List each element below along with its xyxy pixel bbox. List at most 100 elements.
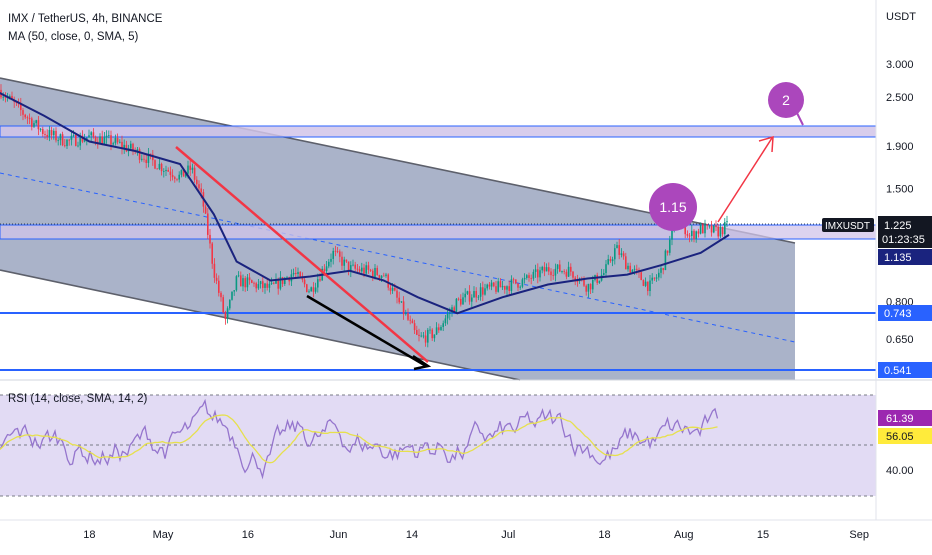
- candle: [526, 274, 528, 280]
- candle: [462, 292, 464, 305]
- candle: [715, 220, 717, 231]
- candle: [352, 259, 354, 267]
- candle: [99, 133, 101, 145]
- candle: [693, 229, 695, 243]
- candle: [213, 258, 216, 283]
- candle: [314, 282, 317, 294]
- channel-lower-line[interactable]: [0, 269, 521, 381]
- rsi-line[interactable]: [0, 398, 719, 480]
- resistance-zone[interactable]: [0, 125, 877, 138]
- candle: [589, 283, 592, 294]
- candle: [609, 256, 612, 263]
- candle: [653, 277, 656, 281]
- rsi-ma-line[interactable]: [0, 414, 718, 464]
- candle: [328, 258, 330, 269]
- candle: [196, 176, 198, 189]
- price-tick-label: 0.650: [886, 334, 914, 346]
- candle: [446, 308, 449, 325]
- candle: [369, 268, 372, 273]
- candle: [125, 140, 128, 153]
- candle: [53, 128, 55, 140]
- candle: [708, 224, 711, 229]
- candle: [262, 276, 264, 293]
- candle: [255, 281, 257, 293]
- candle: [55, 127, 57, 143]
- candle: [123, 139, 125, 154]
- candle: [103, 132, 106, 145]
- target-circle[interactable]: [768, 82, 804, 118]
- symbol-tag[interactable]: [822, 218, 874, 232]
- candle: [420, 332, 422, 338]
- price-tag-label: 0.541: [884, 365, 912, 377]
- candle: [299, 270, 301, 277]
- rsi-tags: 61.39 56.05: [878, 410, 932, 444]
- candle: [35, 119, 37, 126]
- rsi-tag[interactable]: [878, 410, 932, 426]
- candle: [495, 281, 497, 294]
- candle: [207, 208, 209, 240]
- candle: [165, 165, 167, 176]
- candle: [642, 279, 645, 287]
- time-tick-label: 18: [83, 529, 95, 541]
- candle: [222, 294, 224, 314]
- candle: [464, 288, 466, 303]
- candle: [440, 325, 442, 331]
- candle: [427, 327, 429, 348]
- candle: [332, 247, 334, 265]
- time-tick-label: Jul: [501, 529, 515, 541]
- candle: [385, 272, 387, 278]
- candle: [189, 160, 191, 177]
- candle: [702, 223, 704, 234]
- candle: [154, 159, 156, 170]
- candle: [376, 265, 378, 276]
- candle: [541, 265, 543, 274]
- candle: [226, 306, 229, 324]
- current-zone[interactable]: [0, 224, 877, 240]
- rsi-legend[interactable]: RSI (14, close, SMA, 14, 2): [8, 393, 148, 405]
- candle: [215, 273, 218, 285]
- time-tick-labels: 18 May 16 Jun 14 Jul 18 Aug 15 Sep: [83, 529, 869, 541]
- candle: [457, 297, 460, 301]
- candle: [488, 281, 491, 290]
- ma-line[interactable]: [0, 90, 730, 315]
- candle: [152, 149, 154, 166]
- time-tick-label: 15: [757, 529, 769, 541]
- rsi-tag-label: 61.39: [886, 413, 914, 425]
- candle: [493, 281, 495, 288]
- candle: [92, 128, 95, 139]
- price-tag-label: 0.743: [884, 308, 912, 320]
- rsi-tag[interactable]: [878, 428, 932, 444]
- candle: [471, 294, 473, 307]
- candle: [68, 138, 70, 146]
- candle: [565, 269, 568, 280]
- price-tag[interactable]: [878, 249, 932, 265]
- candle: [31, 116, 33, 131]
- candle: [697, 228, 700, 238]
- candle: [176, 178, 178, 182]
- price-tag[interactable]: [878, 362, 932, 378]
- candle: [649, 275, 651, 297]
- candle: [317, 273, 319, 293]
- current-price-tag[interactable]: [878, 216, 932, 248]
- candle: [596, 272, 598, 285]
- candle: [664, 249, 667, 271]
- candle: [171, 169, 174, 181]
- target-circle-pointer: [796, 112, 804, 126]
- red-projection-line[interactable]: [717, 137, 773, 223]
- candle: [587, 283, 590, 298]
- symbol-legend[interactable]: IMX / TetherUS, 4h, BINANCE: [8, 13, 163, 25]
- candle: [147, 148, 150, 168]
- candle: [686, 230, 689, 238]
- candle: [145, 154, 147, 169]
- candle: [22, 108, 24, 121]
- red-trend-line[interactable]: [175, 146, 429, 363]
- black-arrow-line[interactable]: [306, 294, 427, 368]
- level-circle[interactable]: [649, 183, 697, 231]
- candle: [383, 272, 385, 277]
- candle: [455, 298, 458, 314]
- candle: [141, 154, 143, 162]
- price-tag[interactable]: [878, 305, 932, 321]
- ma-legend[interactable]: MA (50, close, 0, SMA, 5): [8, 31, 139, 43]
